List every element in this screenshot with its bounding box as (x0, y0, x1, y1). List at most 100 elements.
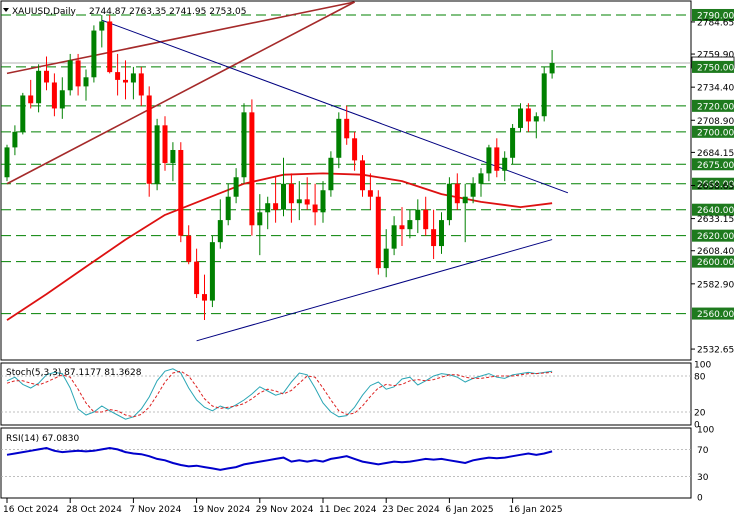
stoch-signal-line (6, 370, 553, 418)
candle-body-9 (75, 60, 81, 87)
candle-body-8 (67, 60, 73, 91)
x-label-2: 7 Nov 2024 (129, 505, 181, 515)
rsi-chart-layer (1, 446, 691, 478)
candle-body-36 (288, 183, 294, 204)
candle-body-4 (36, 70, 42, 104)
candle-body-27 (217, 220, 223, 243)
candle-body-17 (138, 73, 144, 96)
candle-body-59 (470, 183, 476, 197)
candle-body-18 (146, 95, 152, 184)
candle-body-43 (344, 118, 350, 139)
level-label-bg-0 (692, 8, 734, 21)
level-label-bg-9 (692, 307, 734, 320)
candle-body-52 (415, 209, 421, 221)
candle-body-11 (91, 30, 97, 78)
candle-body-69 (549, 63, 555, 74)
candle-body-14 (115, 72, 121, 80)
candle-body-57 (454, 183, 460, 204)
candle-body-33 (265, 203, 271, 213)
candle-body-10 (83, 77, 89, 87)
candle-body-53 (423, 209, 429, 230)
candle-body-45 (360, 160, 365, 191)
candle-body-38 (304, 199, 310, 205)
candle-body-15 (123, 79, 128, 83)
level-label-7: 2620.00 (697, 232, 734, 242)
x-label-7: 6 Jan 2025 (445, 505, 493, 515)
x-label-1: 28 Oct 2024 (66, 505, 122, 515)
candle-body-68 (541, 73, 547, 117)
level-label-4: 2675.00 (697, 161, 734, 171)
x-label-4: 29 Nov 2024 (256, 505, 314, 515)
level-label-bg-2 (692, 99, 734, 112)
candle-body-16 (130, 73, 136, 83)
y-tick-label-3: 2708.90 (697, 117, 734, 127)
candle-body-64 (510, 127, 516, 158)
level-label-6: 2640.00 (697, 206, 734, 216)
rsi-panel-frame (0, 427, 692, 499)
header-symbol-group: XAUUSD,Daily 2744.87 2763.35 2741.95 275… (3, 7, 246, 17)
stoch-label: Stoch(5,3,3) 87.1177 81.3628 (6, 368, 142, 378)
candle-body-23 (186, 235, 192, 262)
main-chart-layer (1, 1, 735, 342)
channel-line-1 (6, 1, 355, 185)
candle-body-60 (478, 173, 484, 184)
candle-body-51 (407, 220, 413, 230)
candle-body-30 (241, 112, 247, 178)
candle-body-54 (431, 229, 437, 247)
stoch-tick-label-2: 20 (694, 409, 706, 419)
stoch-chart-layer (1, 368, 691, 420)
candle-body-31 (249, 112, 255, 226)
y-tick-label-8: 2582.90 (697, 280, 734, 290)
level-label-2: 2720.00 (697, 102, 734, 112)
moving-average-line (6, 172, 553, 321)
candle-body-20 (162, 125, 168, 163)
y-tick-label-6: 2633.15 (697, 215, 734, 225)
candle-body-63 (502, 157, 508, 171)
candle-body-24 (194, 261, 200, 295)
candle-body-0 (4, 147, 10, 178)
level-label-bg-8 (692, 255, 734, 268)
rsi-label: RSI(14) 67.0830 (6, 434, 79, 444)
y-tick-label-0: 2784.65 (697, 18, 734, 28)
channel-line-0 (6, 1, 355, 75)
candle-body-21 (170, 149, 176, 163)
candle-body-32 (257, 212, 263, 226)
candle-body-22 (178, 149, 184, 236)
y-tick-label-5: 2658.65 (697, 182, 734, 192)
level-label-3: 2700.00 (697, 128, 734, 138)
y-tick-label-2: 2734.40 (697, 84, 734, 94)
rsi-line (6, 446, 553, 471)
symbol-label: XAUUSD,Daily (12, 7, 76, 17)
y-tick-label-4: 2684.15 (697, 149, 734, 159)
stoch-main-line (6, 368, 553, 420)
trendline-1 (196, 239, 553, 342)
candle-body-49 (391, 225, 397, 249)
candle-body-46 (367, 190, 373, 197)
axis-layer: 2790.00 2750.00 2720.00 2700.00 2675.00 2660.… (3, 8, 734, 515)
level-label-bg-5 (692, 177, 734, 190)
stoch-tick-label-3: 0 (694, 421, 700, 431)
y-tick-label-1: 2759.90 (697, 51, 734, 61)
candle-body-58 (462, 196, 468, 204)
candle-body-42 (336, 118, 342, 158)
candle-body-62 (494, 147, 500, 171)
level-label-bg-7 (692, 229, 734, 242)
level-label-bg-3 (692, 125, 734, 138)
candle-body-6 (51, 82, 57, 109)
level-label-bg-1 (692, 60, 734, 73)
level-label-9: 2560.00 (697, 310, 734, 320)
x-label-6: 23 Dec 2024 (382, 505, 440, 515)
x-label-0: 16 Oct 2024 (3, 505, 59, 515)
stoch-tick-label-0: 100 (694, 361, 711, 371)
candle-body-29 (233, 177, 239, 197)
rsi-tick-label-1: 70 (697, 446, 709, 456)
candle-body-25 (202, 294, 207, 301)
candle-body-39 (312, 204, 318, 213)
y-tick-label-7: 2608.40 (697, 247, 734, 257)
candle-body-67 (533, 116, 539, 122)
candle-body-37 (296, 199, 302, 204)
dropdown-triangle-icon[interactable] (3, 8, 9, 12)
main-panel-frame (0, 0, 692, 361)
ohlc-label: 2744.87 2763.35 2741.95 2753.05 (89, 7, 246, 17)
